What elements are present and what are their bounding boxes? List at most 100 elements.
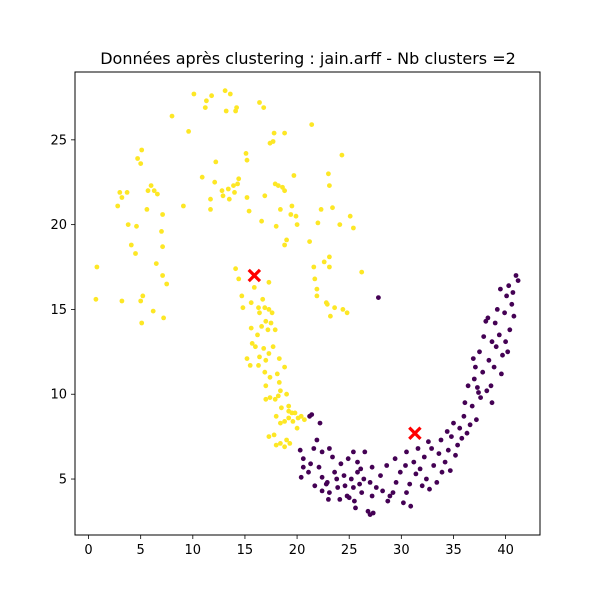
data-point-cluster-1: [138, 298, 144, 304]
data-point-cluster-1: [181, 203, 186, 209]
data-point-cluster-1: [262, 305, 268, 311]
x-tick-label: 30: [393, 543, 410, 558]
data-point-cluster-0: [351, 485, 356, 490]
data-point-cluster-1: [135, 156, 141, 161]
data-point-cluster-1: [265, 327, 271, 333]
data-point-cluster-1: [318, 207, 324, 212]
data-point-cluster-0: [300, 456, 306, 462]
data-point-cluster-0: [385, 498, 391, 504]
data-point-cluster-1: [291, 173, 297, 178]
data-point-cluster-0: [403, 463, 408, 468]
data-point-cluster-1: [359, 269, 365, 275]
data-point-cluster-0: [434, 480, 440, 485]
data-point-cluster-1: [327, 264, 332, 270]
data-point-cluster-0: [369, 493, 375, 499]
data-point-cluster-1: [307, 239, 312, 245]
data-point-cluster-1: [257, 100, 262, 105]
data-point-cluster-0: [505, 349, 511, 355]
data-point-cluster-1: [347, 213, 353, 219]
y-tick-label: 5: [59, 473, 67, 488]
x-tick-label: 15: [237, 543, 254, 558]
data-point-cluster-0: [390, 490, 396, 495]
data-point-cluster-1: [266, 307, 272, 312]
data-point-cluster-1: [311, 264, 317, 270]
data-point-cluster-1: [202, 105, 208, 110]
data-point-cluster-1: [134, 223, 139, 229]
data-point-cluster-1: [231, 183, 236, 189]
data-point-cluster-1: [208, 196, 213, 202]
data-point-cluster-1: [139, 320, 145, 326]
data-point-cluster-0: [444, 429, 450, 434]
data-point-cluster-0: [335, 485, 341, 490]
data-point-cluster-0: [380, 488, 385, 494]
data-point-cluster-0: [312, 483, 318, 489]
data-point-cluster-0: [319, 488, 325, 494]
data-point-cluster-1: [223, 108, 229, 114]
data-point-cluster-0: [457, 425, 463, 431]
data-point-cluster-1: [273, 442, 279, 448]
data-point-cluster-0: [511, 313, 517, 319]
data-point-cluster-1: [227, 91, 233, 97]
data-point-cluster-0: [308, 461, 313, 467]
data-point-cluster-1: [276, 380, 282, 385]
data-point-cluster-1: [339, 152, 345, 158]
data-point-cluster-1: [94, 264, 100, 270]
data-point-cluster-0: [358, 466, 364, 472]
data-point-cluster-0: [407, 481, 413, 487]
data-point-cluster-1: [169, 113, 175, 119]
y-tick-label: 20: [50, 218, 67, 233]
data-point-cluster-1: [337, 222, 343, 228]
data-point-cluster-0: [481, 334, 487, 339]
data-point-cluster-1: [249, 341, 255, 346]
data-point-cluster-1: [282, 364, 287, 370]
data-point-cluster-0: [334, 476, 340, 482]
data-point-cluster-0: [348, 476, 354, 482]
data-point-cluster-0: [459, 435, 465, 441]
data-point-cluster-1: [186, 129, 192, 134]
data-point-cluster-1: [151, 188, 157, 194]
data-point-cluster-0: [424, 476, 429, 482]
data-point-cluster-0: [357, 481, 362, 487]
data-point-cluster-1: [294, 222, 300, 228]
data-point-cluster-1: [139, 147, 145, 153]
data-point-cluster-0: [317, 420, 323, 426]
data-point-cluster-0: [419, 483, 425, 489]
data-point-cluster-1: [220, 193, 226, 199]
data-point-cluster-1: [148, 183, 154, 189]
data-point-cluster-1: [222, 88, 228, 94]
data-point-cluster-0: [485, 315, 491, 321]
data-point-cluster-0: [475, 385, 480, 390]
data-point-cluster-1: [332, 305, 337, 311]
data-point-cluster-1: [244, 356, 250, 361]
data-point-cluster-1: [239, 293, 245, 299]
data-point-cluster-0: [427, 486, 432, 492]
data-point-cluster-0: [504, 293, 509, 299]
data-point-cluster-1: [266, 351, 272, 356]
data-point-cluster-1: [260, 296, 266, 302]
data-point-cluster-0: [484, 388, 490, 394]
x-tick-label: 40: [497, 543, 514, 558]
data-point-cluster-0: [491, 364, 497, 370]
data-point-cluster-0: [489, 400, 495, 406]
data-point-cluster-0: [486, 357, 492, 363]
data-point-cluster-1: [160, 244, 166, 250]
data-point-cluster-1: [282, 130, 287, 136]
data-point-cluster-1: [274, 371, 280, 377]
data-point-cluster-1: [160, 212, 166, 217]
data-point-cluster-0: [342, 483, 348, 489]
data-point-cluster-0: [298, 474, 304, 480]
data-point-cluster-0: [351, 449, 356, 455]
data-point-cluster-0: [376, 295, 381, 300]
data-point-cluster-0: [311, 446, 317, 451]
data-point-cluster-0: [489, 339, 495, 345]
data-point-cluster-0: [496, 332, 502, 338]
data-point-cluster-1: [271, 432, 277, 438]
data-point-cluster-1: [119, 195, 125, 200]
y-axis-ticks: 5 10 15 20 25: [50, 133, 75, 488]
data-point-cluster-1: [145, 188, 151, 194]
data-point-cluster-1: [273, 223, 279, 229]
data-point-cluster-0: [408, 503, 414, 509]
data-point-cluster-0: [449, 434, 454, 439]
data-point-cluster-1: [93, 296, 99, 302]
